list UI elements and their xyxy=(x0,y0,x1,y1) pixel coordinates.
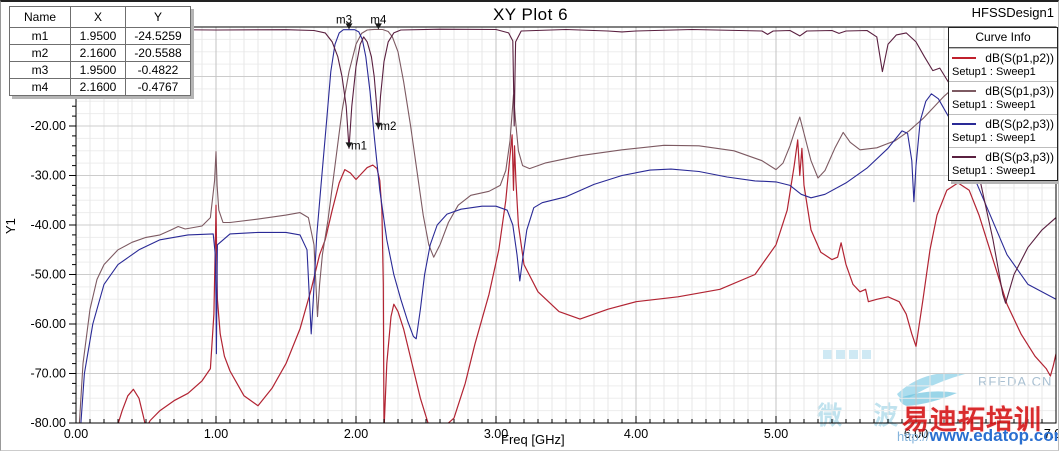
curve-swatch-icon xyxy=(952,90,976,92)
svg-text:7.00: 7.00 xyxy=(1044,427,1059,441)
curve-dB(S(p3,p3)) xyxy=(76,28,1056,304)
marker-y: -0.4767 xyxy=(125,78,191,96)
curve-dB(S(p1,p3)) xyxy=(78,28,1056,423)
marker-name: m3 xyxy=(9,61,71,79)
marker-x: 1.9500 xyxy=(70,61,126,79)
curve-swatch-icon xyxy=(952,57,976,59)
legend-sublabel: Setup1 : Sweep1 xyxy=(952,132,1036,144)
tick-labels: 0.00-10.00-20.00-30.00-40.00-50.00-60.00… xyxy=(31,20,1059,441)
svg-text:0.00: 0.00 xyxy=(64,427,88,441)
legend-sublabel: Setup1 : Sweep1 xyxy=(952,66,1036,78)
svg-text:-40.00: -40.00 xyxy=(31,218,66,232)
watermark-brand: 易迪拓培训 xyxy=(902,405,1042,435)
marker-y: -24.5259 xyxy=(125,27,191,45)
svg-text:-80.00: -80.00 xyxy=(31,416,66,430)
marker-name: m2 xyxy=(9,44,71,62)
marker-label-m3: m3 xyxy=(336,14,352,26)
marker-name: m4 xyxy=(9,78,71,96)
plot-markers: m1 m2 m3 m4 xyxy=(336,14,396,152)
svg-text:2.00: 2.00 xyxy=(344,427,368,441)
marker-x: 2.1600 xyxy=(70,78,126,96)
watermark-tiny-squares xyxy=(823,350,875,362)
curve-dB(S(p1,p2)) xyxy=(117,134,1056,423)
svg-text:-70.00: -70.00 xyxy=(31,367,66,381)
legend-title: Curve Info xyxy=(949,28,1057,48)
table-row: m3 1.9500 -0.4822 xyxy=(9,61,191,79)
curve-info-legend[interactable]: Curve Info dB(S(p1,p2)) Setup1 : Sweep1 … xyxy=(948,27,1058,181)
svg-text:3.00: 3.00 xyxy=(484,427,508,441)
marker-label-m4: m4 xyxy=(370,14,387,26)
marker-table-header-name: Name xyxy=(9,6,71,28)
watermark-url-proto: http:// xyxy=(897,429,930,444)
svg-text:5.00: 5.00 xyxy=(764,427,788,441)
design-name: HFSSDesign1 xyxy=(971,5,1054,20)
marker-x: 1.9500 xyxy=(70,27,126,45)
legend-entry[interactable]: dB(S(p3,p3)) Setup1 : Sweep1 xyxy=(949,147,1057,180)
svg-text:4.00: 4.00 xyxy=(624,427,648,441)
page-title: XY Plot 6 xyxy=(492,5,569,24)
marker-table-header-x: X xyxy=(70,6,126,28)
legend-label: dB(S(p1,p2)) xyxy=(985,51,1054,65)
legend-sublabel: Setup1 : Sweep1 xyxy=(952,99,1036,111)
marker-name: m1 xyxy=(9,27,71,45)
marker-y: -20.5588 xyxy=(125,44,191,62)
marker-triangle-icon xyxy=(374,23,382,30)
marker-triangle-icon xyxy=(374,122,382,129)
legend-entry[interactable]: dB(S(p1,p3)) Setup1 : Sweep1 xyxy=(949,81,1057,114)
marker-label-m2: m2 xyxy=(380,121,396,133)
x-axis-title: Freq [GHz] xyxy=(501,432,565,447)
table-row: m1 1.9500 -24.5259 xyxy=(9,27,191,45)
svg-text:-50.00: -50.00 xyxy=(31,268,66,282)
marker-label-m1: m1 xyxy=(351,140,367,152)
watermark-url: http://www.edatop.com xyxy=(897,426,1059,446)
legend-sublabel: Setup1 : Sweep1 xyxy=(952,165,1036,177)
marker-x: 2.1600 xyxy=(70,44,126,62)
curve-dB(S(p2,p3)) xyxy=(80,29,1056,423)
gridlines xyxy=(75,26,1057,424)
marker-table-header: Name X Y xyxy=(9,6,191,28)
legend-label: dB(S(p2,p3)) xyxy=(985,117,1054,131)
curves xyxy=(76,28,1056,423)
legend-label: dB(S(p1,p3)) xyxy=(985,84,1054,98)
svg-text:6.00: 6.00 xyxy=(904,427,928,441)
svg-text:-30.00: -30.00 xyxy=(31,169,66,183)
watermark-rfeda: RFEDA.CN xyxy=(978,374,1053,389)
watermark-cn-faint: 微 波 xyxy=(817,402,910,430)
legend-entry[interactable]: dB(S(p1,p2)) Setup1 : Sweep1 xyxy=(949,48,1057,81)
legend-label: dB(S(p3,p3)) xyxy=(985,150,1054,164)
curve-swatch-icon xyxy=(952,156,976,158)
watermark-url-domain: www.edatop.com xyxy=(929,426,1059,445)
marker-table[interactable]: Name X Y m1 1.9500 -24.5259 m2 2.1600 -2… xyxy=(9,6,191,96)
table-row: m4 2.1600 -0.4767 xyxy=(9,78,191,96)
marker-table-header-y: Y xyxy=(125,6,191,28)
svg-text:1.00: 1.00 xyxy=(204,427,228,441)
svg-text:-60.00: -60.00 xyxy=(31,317,66,331)
svg-text:-20.00: -20.00 xyxy=(31,119,66,133)
axis-ticks xyxy=(69,26,1057,424)
curve-swatch-icon xyxy=(952,123,976,125)
marker-y: -0.4822 xyxy=(125,61,191,79)
table-row: m2 2.1600 -20.5588 xyxy=(9,44,191,62)
marker-triangle-icon xyxy=(345,142,353,149)
marker-triangle-icon xyxy=(345,23,353,30)
legend-entry[interactable]: dB(S(p2,p3)) Setup1 : Sweep1 xyxy=(949,114,1057,147)
